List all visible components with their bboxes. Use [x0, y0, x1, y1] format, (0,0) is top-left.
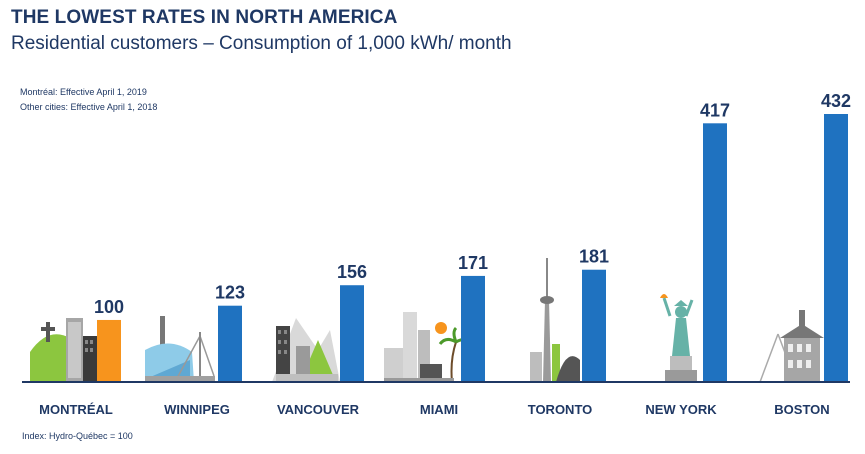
- bar-winnipeg: [218, 305, 242, 382]
- chart-title: THE LOWEST RATES IN NORTH AMERICA: [11, 7, 398, 28]
- value-label-winnipeg: 123: [215, 283, 245, 303]
- category-label-montreal: MONTRÉAL: [39, 402, 113, 417]
- category-label-toronto: TORONTO: [528, 402, 593, 417]
- index-footnote: Index: Hydro-Québec = 100: [22, 431, 133, 441]
- bar-vancouver: [340, 285, 364, 382]
- category-label-winnipeg: WINNIPEG: [164, 402, 230, 417]
- bar-miami: [461, 275, 485, 382]
- new-york-statue-of-liberty-icon: [660, 294, 697, 382]
- chart-subtitle: Residential customers – Consumption of 1…: [11, 33, 512, 54]
- category-label-miami: MIAMI: [420, 402, 458, 417]
- category-label-vancouver: VANCOUVER: [277, 402, 360, 417]
- effective-date-note-other-cities: Other cities: Effective April 1, 2018: [20, 102, 158, 112]
- value-label-miami: 171: [458, 253, 488, 273]
- category-label-boston: BOSTON: [774, 402, 829, 417]
- category-label-new-york: NEW YORK: [645, 402, 717, 417]
- city-illustrations: [30, 258, 824, 383]
- winnipeg-skyline-icon: [145, 316, 215, 382]
- montreal-skyline-icon: [30, 318, 97, 382]
- bar-new-york: [703, 123, 727, 383]
- value-labels: 100 123 156 171 181 417 432: [94, 91, 851, 317]
- value-label-new-york: 417: [700, 100, 730, 120]
- value-label-boston: 432: [821, 91, 851, 111]
- bar-boston: [824, 114, 848, 382]
- miami-skyline-icon: [384, 312, 472, 383]
- value-label-montreal: 100: [94, 297, 124, 317]
- toronto-skyline-icon: [530, 258, 580, 382]
- effective-date-note-montreal: Montréal: Effective April 1, 2019: [20, 87, 147, 97]
- bar-toronto: [582, 269, 606, 382]
- value-label-toronto: 181: [579, 247, 609, 267]
- category-labels: MONTRÉAL WINNIPEG VANCOUVER MIAMI TORONTO NEW…: [39, 402, 830, 417]
- bar-montreal: [97, 319, 121, 382]
- vancouver-skyline-icon: [272, 318, 340, 382]
- boston-skyline-icon: [759, 310, 824, 383]
- bars: [97, 114, 848, 383]
- value-label-vancouver: 156: [337, 262, 367, 282]
